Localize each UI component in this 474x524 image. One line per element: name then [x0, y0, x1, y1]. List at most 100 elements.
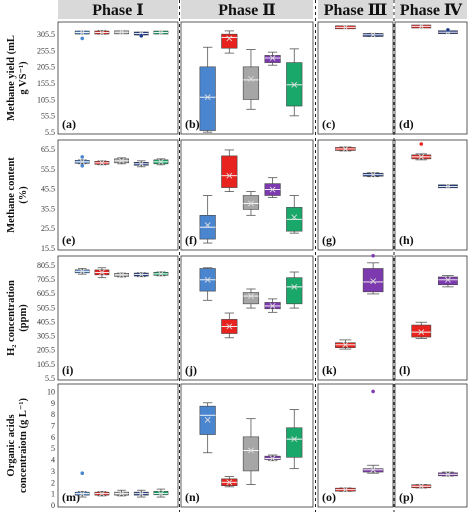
y-tick-label: 5.5: [45, 374, 55, 383]
box-blue: [199, 46, 216, 133]
panel-frame: [317, 383, 394, 508]
phase-header: Phase Ⅳ: [400, 2, 463, 19]
box-green: [286, 48, 303, 117]
phase-header-bg: [318, 0, 393, 19]
mean-marker: [370, 171, 377, 178]
mean-marker: [445, 276, 451, 283]
outlier-point: [80, 155, 85, 159]
mean-marker: [248, 76, 254, 82]
box-navy: [438, 183, 458, 190]
box-navy: [362, 171, 384, 178]
y-tick-label: 55.5: [41, 112, 55, 121]
box-body: [242, 292, 260, 305]
box-navy: [438, 28, 458, 36]
y-tick-label: 55.5: [41, 165, 55, 174]
box-blue: [74, 29, 90, 41]
mean-marker: [99, 269, 105, 276]
y-tick-label: 10: [47, 387, 55, 396]
box-red: [94, 29, 110, 36]
row-label-line-2: g VS⁻¹): [18, 61, 29, 95]
mean-marker: [158, 29, 164, 36]
box-navy: [133, 30, 149, 38]
mean-marker: [342, 24, 349, 31]
box-blue: [199, 402, 216, 454]
y-tick-label: 255.5: [37, 46, 55, 55]
box-green: [286, 271, 303, 309]
box-red: [221, 30, 238, 54]
box-gray: [114, 489, 129, 497]
mean-marker: [370, 31, 377, 38]
panel-frame: [394, 255, 468, 381]
mean-marker: [342, 341, 349, 348]
y-tick-label: 805.5: [37, 261, 55, 270]
box-green: [286, 195, 303, 234]
y-tick-label: 3: [51, 467, 55, 476]
mean-marker: [204, 222, 211, 229]
y-tick-label: 705.5: [37, 275, 55, 284]
mean-marker: [445, 183, 451, 190]
box-red: [335, 146, 356, 152]
box-purple: [362, 253, 384, 295]
outlier-point: [419, 142, 424, 146]
mean-marker: [158, 158, 164, 165]
mean-marker: [204, 94, 211, 101]
outlier-point: [80, 163, 85, 168]
y-tick-label: 105.5: [37, 95, 55, 104]
mean-marker: [118, 29, 125, 36]
mean-marker: [342, 486, 349, 493]
panel-letter: (l): [399, 363, 410, 377]
box-red: [411, 23, 432, 30]
panel-letter: (f): [185, 233, 197, 247]
panel-letter: (i): [62, 363, 73, 377]
mean-marker: [99, 29, 105, 36]
y-tick-label: 305.5: [37, 332, 55, 341]
mean-marker: [79, 29, 86, 36]
panel-frame: [57, 255, 179, 381]
box-body: [362, 268, 384, 293]
mean-marker: [370, 466, 377, 473]
panel-frame: [57, 139, 179, 251]
mean-marker: [269, 455, 276, 462]
box-red: [94, 490, 110, 497]
row-label: H₂ concentration (ppm): [6, 280, 29, 356]
box-blue: [199, 267, 216, 301]
box-purple: [362, 389, 384, 474]
y-tick-label: 7: [51, 421, 55, 430]
y-tick-label: 65.5: [41, 145, 55, 154]
mean-marker: [158, 270, 164, 277]
mean-marker: [99, 159, 105, 166]
row-label: Methane content (%): [6, 157, 29, 233]
box-body: [199, 66, 216, 131]
box-green: [153, 29, 169, 36]
phase-header: Phase Ⅰ: [92, 2, 143, 19]
mean-marker: [204, 276, 211, 283]
phase-header-bg: [395, 0, 467, 19]
panel-letter: (b): [185, 117, 200, 131]
row-label-line-1: H₂ concentration: [6, 280, 17, 356]
y-tick-label: 15.5: [41, 244, 55, 253]
mean-marker: [418, 483, 425, 490]
box-body: [286, 277, 303, 305]
outlier-point: [371, 389, 375, 394]
panel-frame: [180, 383, 314, 508]
y-tick-label: 405.5: [37, 317, 55, 326]
box-red: [411, 483, 432, 490]
box-body: [264, 55, 281, 63]
box-blue: [74, 155, 90, 168]
box-red: [221, 476, 238, 488]
outlier-point: [80, 36, 85, 41]
y-tick-label: 35.5: [41, 204, 55, 213]
box-navy: [133, 160, 149, 168]
panel-letter: (d): [399, 117, 414, 131]
box-red: [221, 149, 238, 192]
mean-marker: [418, 153, 425, 160]
mean-marker: [138, 490, 145, 497]
y-tick-label: 5: [51, 444, 55, 453]
mean-marker: [118, 271, 125, 278]
panel-letter: (k): [322, 363, 337, 377]
panel-letter: (a): [62, 117, 76, 131]
y-tick-label: 2: [51, 478, 55, 487]
mean-marker: [291, 436, 298, 443]
phase-header-bg: [58, 0, 178, 19]
box-blue: [74, 471, 90, 498]
